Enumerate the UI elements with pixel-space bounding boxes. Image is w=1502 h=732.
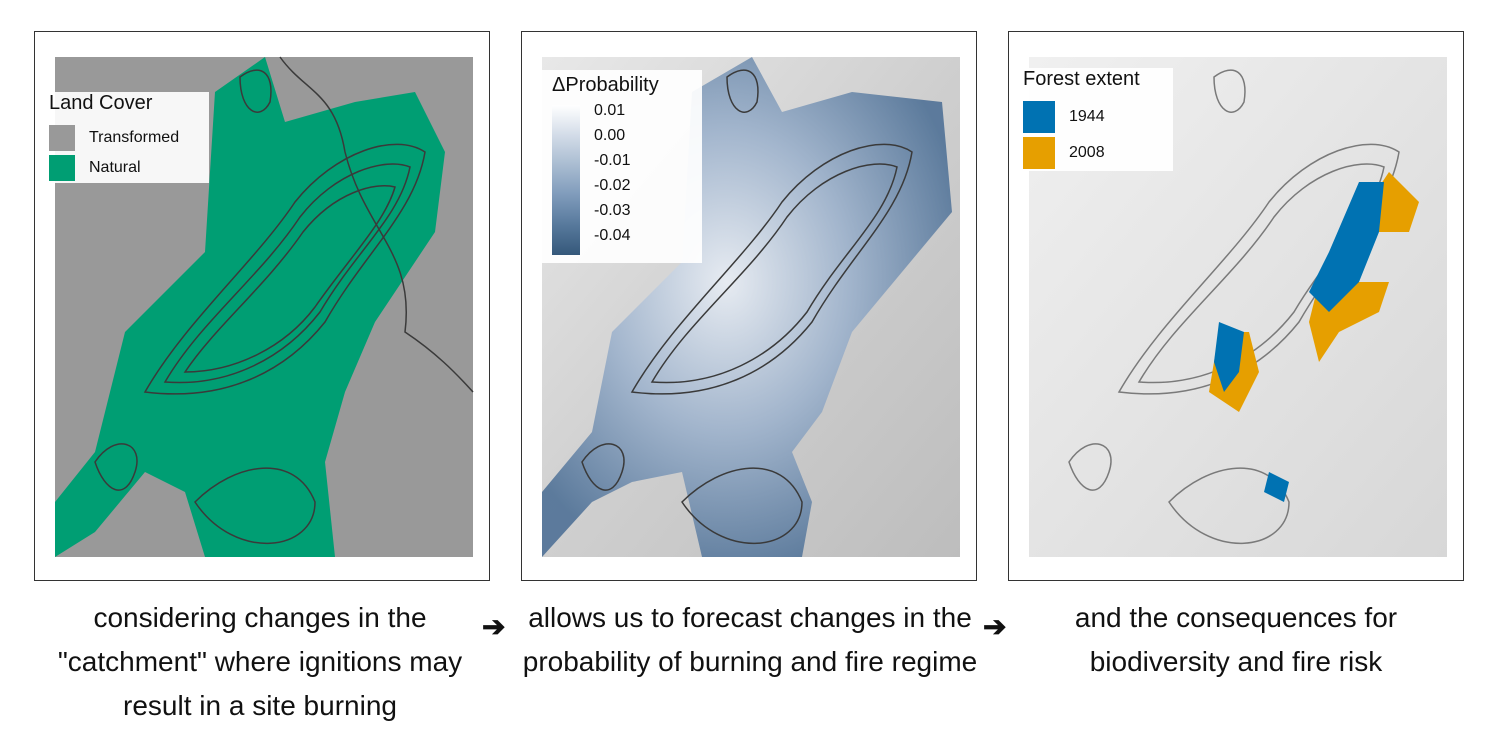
forest-1944: [1214, 182, 1384, 502]
caption-2: allows us to forecast changes in the pro…: [522, 602, 978, 677]
legend-item-1944: 1944: [1023, 99, 1173, 135]
colorbar-tick: -0.04: [594, 227, 631, 244]
legend-title: Land Cover: [49, 92, 153, 114]
legend-swatch: [1023, 137, 1055, 169]
probability-map-panel: ΔProbability 0.01 0.00 -0.01 -0.02 -0.03…: [521, 31, 977, 581]
legend-label: 1944: [1069, 108, 1105, 125]
colorbar-tick: -0.03: [594, 202, 631, 219]
colorbar-tick: 0.01: [594, 102, 626, 119]
legend-swatch: [49, 155, 75, 181]
caption-3: and the consequences for biodiversity an…: [1074, 602, 1398, 677]
arrow-icon: ➔: [482, 611, 506, 642]
legend-label: Transformed: [89, 129, 180, 146]
probability-surface: [542, 57, 952, 557]
arrow-icon: ➔: [983, 611, 1007, 642]
colorbar: 0.01 0.00 -0.01 -0.02 -0.03 -0.04: [552, 102, 702, 255]
forest-extent-map-panel: Forest extent 1944 2008: [1008, 31, 1464, 581]
legend-title: ΔProbability: [552, 74, 659, 96]
forest-2008: [1209, 172, 1419, 412]
legend-item-2008: 2008: [1023, 135, 1173, 171]
colorbar-ticks: 0.01 0.00 -0.01 -0.02 -0.03 -0.04: [594, 102, 644, 255]
legend-item-natural: Natural: [49, 153, 209, 183]
probability-legend: ΔProbability 0.01 0.00 -0.01 -0.02 -0.03…: [536, 70, 702, 263]
land-cover-legend: Land Cover Transformed Natural: [49, 92, 209, 183]
contour-lines: [581, 69, 913, 545]
colorbar-tick: 0.00: [594, 127, 626, 144]
legend-label: Natural: [89, 159, 141, 176]
colorbar-tick: -0.01: [594, 152, 631, 169]
land-cover-map-panel: Land Cover Transformed Natural: [34, 31, 490, 581]
colorbar-tick: -0.02: [594, 177, 631, 194]
legend-swatch: [49, 125, 75, 151]
legend-item-transformed: Transformed: [49, 123, 209, 153]
land-cover-map: [55, 56, 474, 557]
legend-swatch: [1023, 101, 1055, 133]
caption-1: considering changes in the "catchment" w…: [57, 602, 463, 721]
natural-area: [55, 57, 445, 557]
colorbar-gradient: [552, 105, 580, 255]
legend-title: Forest extent: [1023, 68, 1140, 90]
legend-label: 2008: [1069, 144, 1105, 161]
contour-lines: [94, 56, 474, 545]
forest-extent-legend: Forest extent 1944 2008: [1023, 68, 1173, 171]
